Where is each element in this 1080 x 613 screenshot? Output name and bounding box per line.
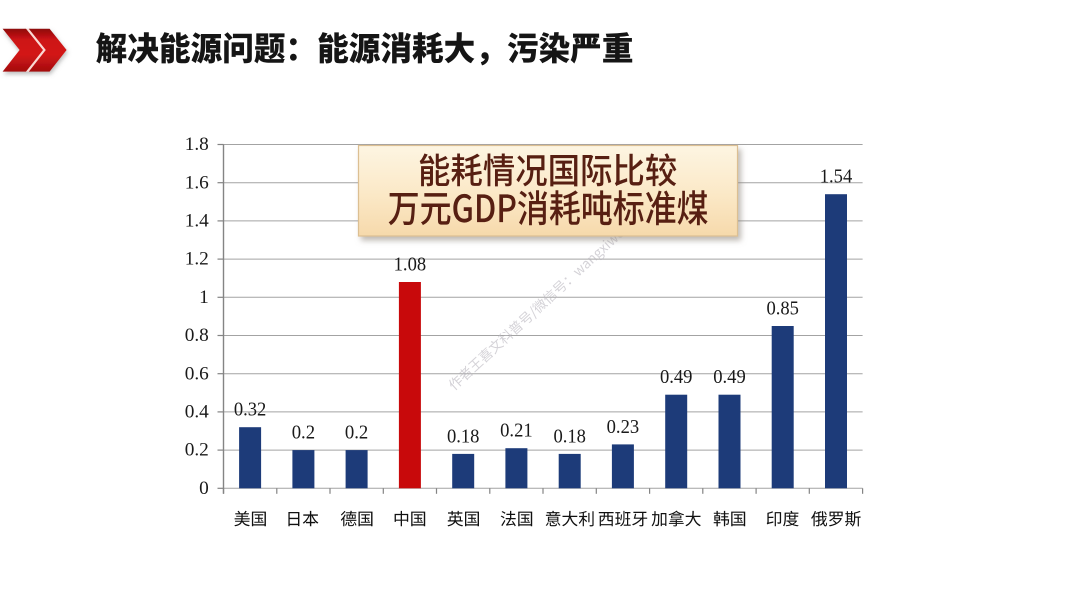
svg-text:0.18: 0.18 bbox=[553, 425, 586, 447]
svg-text:1.54: 1.54 bbox=[820, 166, 853, 188]
svg-text:1.8: 1.8 bbox=[185, 134, 209, 155]
svg-text:1.4: 1.4 bbox=[185, 211, 209, 232]
svg-text:0: 0 bbox=[199, 478, 209, 499]
svg-text:0.4: 0.4 bbox=[185, 402, 209, 423]
svg-text:0.49: 0.49 bbox=[713, 366, 746, 388]
svg-text:0.2: 0.2 bbox=[185, 440, 209, 461]
svg-text:1.2: 1.2 bbox=[185, 249, 209, 270]
svg-text:0.8: 0.8 bbox=[185, 325, 209, 346]
svg-text:0.2: 0.2 bbox=[345, 422, 368, 444]
svg-text:0.2: 0.2 bbox=[292, 422, 315, 444]
svg-text:0.49: 0.49 bbox=[660, 366, 693, 388]
svg-text:0.32: 0.32 bbox=[234, 399, 267, 421]
svg-text:0.6: 0.6 bbox=[185, 363, 209, 384]
svg-text:1: 1 bbox=[199, 287, 209, 308]
svg-text:0.23: 0.23 bbox=[607, 416, 640, 438]
svg-text:0.85: 0.85 bbox=[766, 298, 799, 320]
svg-text:1.6: 1.6 bbox=[185, 172, 209, 193]
svg-text:0.18: 0.18 bbox=[447, 425, 480, 447]
svg-text:1.08: 1.08 bbox=[394, 254, 427, 276]
svg-text:0.21: 0.21 bbox=[500, 420, 533, 442]
